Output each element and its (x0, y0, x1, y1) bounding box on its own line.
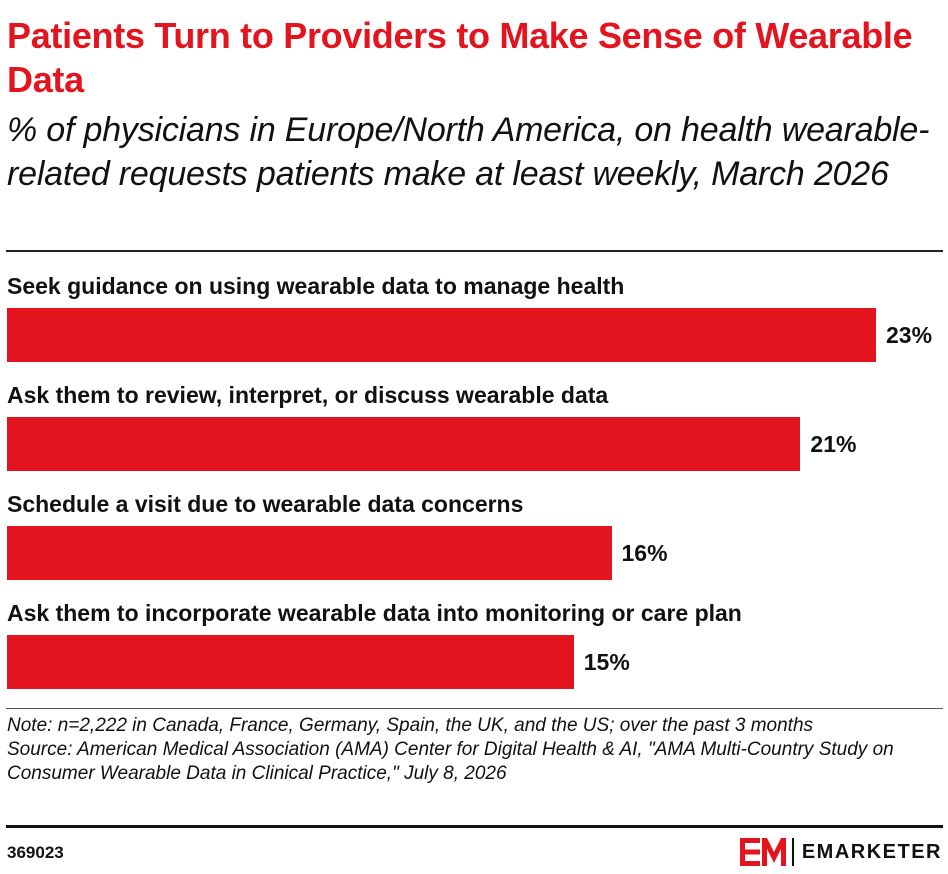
footer-divider (6, 708, 943, 709)
bar (7, 417, 801, 471)
brand-logo: EMARKETER (739, 836, 942, 868)
brand-name: EMARKETER (801, 840, 942, 863)
bar-category-label: Ask them to review, interpret, or discus… (7, 382, 609, 408)
bar-category-label: Ask them to incorporate wearable data in… (7, 600, 742, 626)
source-text: Source: American Medical Association (AM… (7, 739, 894, 784)
bar (7, 635, 574, 689)
bar (7, 308, 876, 362)
bar-category-label: Schedule a visit due to wearable data co… (7, 491, 524, 517)
bar-value-label: 15% (583, 649, 630, 675)
chart-title: Patients Turn to Providers to Make Sense… (7, 15, 913, 100)
note-text: Note: n=2,222 in Canada, France, Germany… (7, 715, 814, 736)
chart-notes: Note: n=2,222 in Canada, France, Germany… (7, 714, 942, 786)
bar-value-label: 16% (621, 540, 668, 566)
chart-subtitle: % of physicians in Europe/North America,… (7, 111, 930, 193)
em-logo-icon (739, 838, 786, 866)
bar-value-label: 21% (810, 431, 857, 457)
bar-category-label: Seek guidance on using wearable data to … (7, 273, 625, 299)
bottom-divider (6, 825, 943, 828)
chart-id: 369023 (7, 843, 64, 862)
logo-divider (791, 838, 794, 866)
bar-value-label: 23% (886, 322, 933, 348)
top-divider (6, 250, 943, 252)
bar (7, 526, 612, 580)
